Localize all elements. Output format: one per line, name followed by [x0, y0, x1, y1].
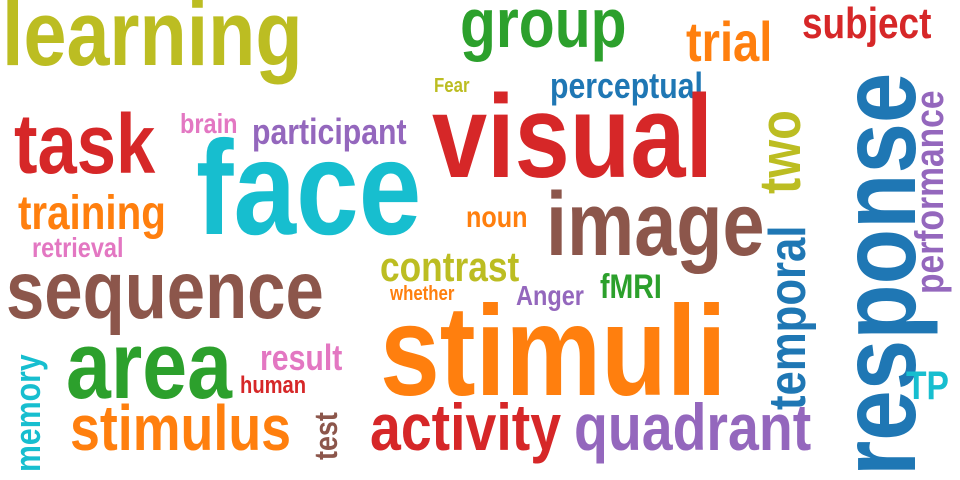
word-temporal: temporal	[759, 225, 817, 410]
word-tp: TP	[906, 364, 949, 408]
word-image: image	[546, 175, 765, 275]
word-contrast: contrast	[380, 243, 520, 290]
word-group: group	[460, 0, 627, 62]
word-trial: trial	[686, 10, 773, 73]
word-sequence: sequence	[6, 245, 324, 336]
word-task: task	[14, 97, 156, 191]
word-result: result	[260, 337, 343, 378]
word-quadrant: quadrant	[574, 390, 812, 464]
word-fmri: fMRI	[600, 268, 662, 306]
word-brain: brain	[180, 108, 238, 139]
word-noun: noun	[466, 201, 528, 234]
word-retrieval: retrieval	[32, 232, 124, 263]
word-memory: memory	[7, 354, 48, 472]
word-performance: performance	[908, 90, 952, 294]
word-perceptual: perceptual	[550, 65, 703, 106]
word-stimuli: stimuli	[380, 280, 727, 423]
word-human: human	[240, 372, 307, 399]
word-anger: Anger	[516, 280, 584, 311]
word-learning: learning	[2, 0, 303, 85]
word-face: face	[196, 114, 422, 263]
word-stimulus: stimulus	[70, 392, 292, 464]
word-activity: activity	[370, 390, 562, 464]
word-area: area	[66, 312, 232, 419]
word-participant: participant	[252, 111, 407, 152]
word-whether: whether	[390, 283, 455, 305]
word-training: training	[18, 187, 166, 240]
word-subject: subject	[802, 0, 932, 48]
word-fear: Fear	[434, 75, 470, 97]
word-visual: visual	[432, 71, 714, 203]
word-test: test	[308, 412, 344, 460]
